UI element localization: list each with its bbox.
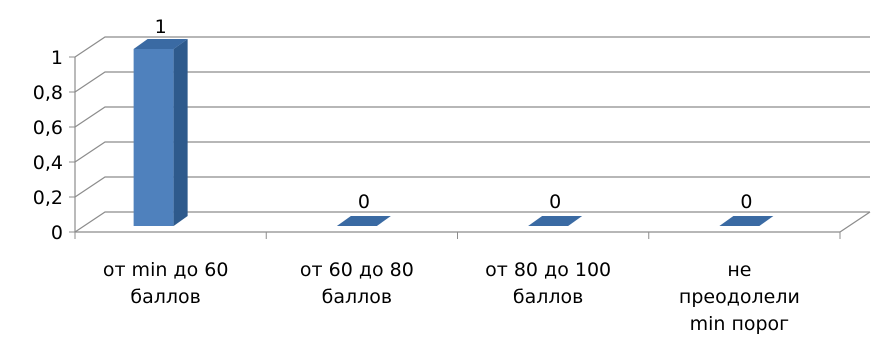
data-label: 0 (740, 191, 752, 213)
bar-top (719, 216, 774, 226)
y-tick-label: 0,6 (33, 117, 63, 139)
gridline (74, 71, 870, 93)
data-label: 1 (155, 16, 167, 38)
x-category-label: баллов (322, 286, 392, 308)
bar-side (173, 39, 188, 226)
data-label: 0 (549, 191, 561, 213)
gridline (74, 211, 870, 233)
y-tick-label: 0,2 (33, 187, 63, 209)
x-category-label: преодолели (679, 286, 800, 308)
y-tick-label: 0,4 (33, 152, 63, 174)
bar-top (528, 216, 583, 226)
data-label: 0 (358, 191, 370, 213)
y-tick-label: 1 (51, 47, 63, 69)
bar-top (336, 216, 391, 226)
bar-front (133, 49, 174, 226)
x-category-label: min порог (690, 313, 790, 335)
gridline (74, 36, 870, 58)
gridline (74, 176, 870, 198)
x-category-label: от 80 до 100 (485, 259, 611, 281)
x-category-label: баллов (513, 286, 583, 308)
x-category-label: от min до 60 (103, 259, 229, 281)
x-category-label: баллов (130, 286, 200, 308)
gridline (74, 106, 870, 128)
x-category-label: от 60 до 80 (300, 259, 414, 281)
bar-top (133, 39, 188, 49)
floor-edge (839, 211, 871, 233)
x-category-label: не (727, 259, 751, 281)
y-tick-label: 0,8 (33, 82, 63, 104)
y-tick-label: 0 (51, 222, 63, 244)
gridline (74, 141, 870, 163)
